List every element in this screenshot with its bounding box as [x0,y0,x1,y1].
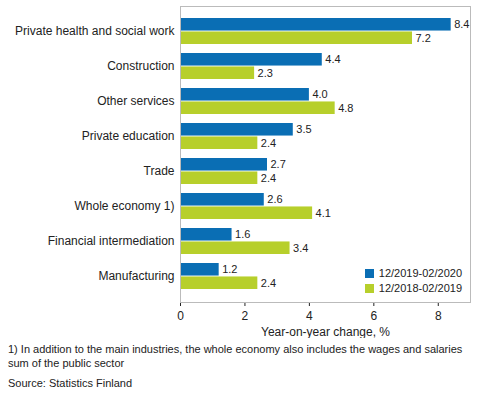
svg-text:2.6: 2.6 [267,193,282,205]
svg-text:Trade: Trade [144,164,175,178]
svg-text:4.4: 4.4 [325,53,340,65]
svg-text:2: 2 [242,309,249,323]
svg-text:Construction: Construction [107,59,174,73]
html-text:12/2019-02/2020: 12/2019-02/2020 [378,267,462,279]
html-text:12/2018-02/2019: 12/2018-02/2019 [378,282,462,294]
svg-text:8: 8 [435,309,442,323]
svg-text:2.7: 2.7 [271,158,286,170]
svg-text:3.5: 3.5 [296,123,311,135]
svg-text:2.4: 2.4 [261,172,276,184]
svg-text:Private health and social work: Private health and social work [15,24,175,38]
svg-text:7.2: 7.2 [416,32,431,44]
svg-text:4.0: 4.0 [312,88,327,100]
svg-text:Whole economy 1): Whole economy 1) [74,199,174,213]
svg-text:Private education: Private education [82,129,175,143]
html-text:1) In addition to the main ind: 1) In addition to the main industries, t… [8,343,463,369]
svg-text:Manufacturing: Manufacturing [98,269,174,283]
svg-text:Financial intermediation: Financial intermediation [48,234,175,248]
svg-text:8.4: 8.4 [454,18,469,30]
svg-text:4.8: 4.8 [338,102,353,114]
svg-text:4.1: 4.1 [316,207,331,219]
html-text:Source: Statistics Finland: Source: Statistics Finland [8,377,133,389]
svg-text:2.4: 2.4 [261,137,276,149]
svg-text:1.2: 1.2 [222,263,237,275]
svg-text:Year-on-year change, %: Year-on-year change, % [261,325,390,339]
svg-text:Other services: Other services [97,94,174,108]
svg-text:4: 4 [306,309,313,323]
svg-text:3.4: 3.4 [293,242,308,254]
svg-text:1.6: 1.6 [235,228,250,240]
svg-text:2.3: 2.3 [258,67,273,79]
svg-text:2.4: 2.4 [261,277,276,289]
svg-text:0: 0 [177,309,184,323]
svg-text:6: 6 [370,309,377,323]
